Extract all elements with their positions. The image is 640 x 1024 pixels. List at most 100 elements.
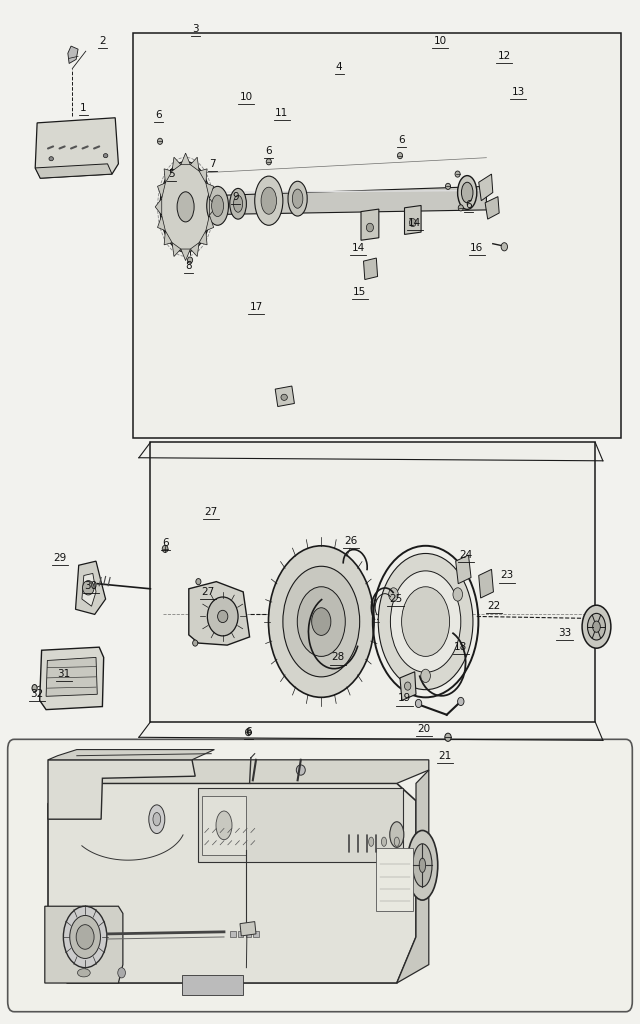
Ellipse shape (83, 581, 94, 595)
Ellipse shape (419, 858, 426, 872)
Bar (246, 931, 251, 937)
Polygon shape (172, 243, 181, 257)
Polygon shape (133, 33, 621, 438)
Text: 3: 3 (192, 24, 198, 34)
Text: 17: 17 (250, 302, 262, 312)
Ellipse shape (390, 821, 404, 848)
Text: 24: 24 (460, 550, 472, 560)
Polygon shape (364, 258, 378, 280)
Bar (198, 788, 403, 862)
Ellipse shape (390, 571, 461, 672)
Text: 27: 27 (205, 507, 218, 517)
Text: 6: 6 (162, 538, 168, 548)
Ellipse shape (149, 805, 165, 834)
Ellipse shape (207, 597, 238, 636)
Ellipse shape (216, 811, 232, 840)
Ellipse shape (63, 906, 107, 968)
Ellipse shape (378, 553, 473, 690)
Ellipse shape (163, 545, 168, 553)
Polygon shape (164, 169, 172, 183)
Text: 6: 6 (245, 727, 252, 737)
Ellipse shape (593, 621, 600, 632)
Ellipse shape (160, 162, 211, 252)
Text: 26: 26 (344, 536, 357, 546)
Ellipse shape (453, 588, 463, 601)
Ellipse shape (415, 699, 422, 708)
Text: 21: 21 (438, 751, 451, 761)
Text: 6: 6 (465, 200, 472, 210)
Ellipse shape (196, 579, 201, 585)
Ellipse shape (445, 183, 451, 189)
Ellipse shape (292, 189, 303, 208)
Polygon shape (181, 153, 190, 165)
Text: 8: 8 (186, 261, 192, 271)
Ellipse shape (369, 838, 374, 846)
Ellipse shape (407, 830, 438, 900)
Polygon shape (46, 657, 97, 696)
Ellipse shape (445, 733, 451, 741)
Ellipse shape (582, 605, 611, 648)
Polygon shape (82, 573, 96, 606)
Text: 14: 14 (352, 243, 365, 253)
FancyBboxPatch shape (8, 739, 632, 1012)
Ellipse shape (388, 588, 398, 601)
Ellipse shape (77, 969, 90, 977)
Text: 9: 9 (232, 191, 239, 202)
Polygon shape (199, 230, 207, 245)
Polygon shape (40, 647, 104, 710)
Ellipse shape (458, 205, 463, 211)
Polygon shape (150, 442, 595, 722)
Polygon shape (275, 386, 294, 407)
Polygon shape (157, 183, 165, 199)
Ellipse shape (413, 844, 432, 887)
Ellipse shape (70, 915, 100, 958)
Text: 28: 28 (332, 652, 344, 663)
Ellipse shape (177, 191, 194, 222)
Polygon shape (35, 118, 118, 178)
Ellipse shape (157, 138, 163, 144)
Bar (376, 848, 413, 911)
Text: 12: 12 (498, 51, 511, 61)
Text: 32: 32 (31, 689, 44, 699)
Ellipse shape (281, 394, 287, 400)
Ellipse shape (255, 176, 283, 225)
Ellipse shape (312, 607, 331, 635)
Bar (182, 975, 243, 995)
Ellipse shape (49, 157, 54, 161)
Polygon shape (48, 760, 195, 819)
Ellipse shape (288, 181, 307, 216)
Text: 29: 29 (54, 553, 67, 563)
Polygon shape (45, 906, 123, 983)
Polygon shape (209, 199, 216, 215)
Text: 4: 4 (336, 61, 342, 72)
Ellipse shape (269, 546, 374, 697)
Polygon shape (76, 561, 106, 614)
Ellipse shape (218, 610, 228, 623)
Polygon shape (181, 249, 190, 260)
Text: 31: 31 (58, 669, 70, 679)
Polygon shape (164, 230, 172, 245)
Ellipse shape (381, 838, 387, 846)
Polygon shape (361, 209, 379, 241)
Polygon shape (182, 186, 486, 215)
Text: 22: 22 (488, 601, 500, 611)
Text: 20: 20 (417, 724, 430, 734)
Text: 23: 23 (500, 570, 513, 581)
Polygon shape (206, 215, 214, 230)
Polygon shape (48, 750, 214, 760)
Ellipse shape (461, 182, 473, 203)
Ellipse shape (207, 186, 228, 225)
Text: 7: 7 (209, 159, 216, 169)
Polygon shape (456, 555, 471, 584)
Ellipse shape (296, 765, 305, 775)
Ellipse shape (230, 188, 246, 219)
Ellipse shape (410, 218, 416, 226)
Polygon shape (485, 197, 499, 219)
Ellipse shape (118, 968, 125, 978)
Ellipse shape (212, 196, 223, 216)
Text: 33: 33 (558, 628, 571, 638)
Text: 14: 14 (408, 218, 421, 228)
Ellipse shape (153, 813, 161, 825)
Polygon shape (404, 206, 421, 234)
Ellipse shape (455, 171, 460, 177)
